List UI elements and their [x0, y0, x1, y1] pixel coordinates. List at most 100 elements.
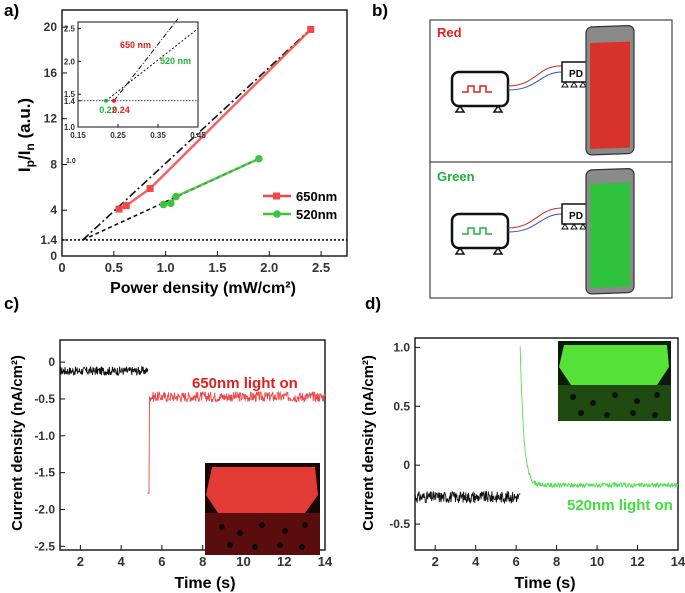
x-tick-label-c: 14 — [318, 554, 333, 569]
fit-line-650nm-fit — [82, 26, 314, 241]
y-tick-label-a: 1.4 — [40, 233, 57, 247]
trace-d-520nm light on — [519, 346, 679, 489]
annotation-c: 650nm light on — [192, 375, 298, 392]
data-point-650nm — [115, 205, 123, 213]
phone-green — [585, 168, 635, 295]
x-tick-label-c: 6 — [158, 554, 165, 569]
green-wire-2 — [507, 213, 563, 233]
inset-frame — [77, 21, 199, 128]
y-tick-label-c: -2.0 — [34, 502, 55, 516]
panel-label-a: a) — [4, 1, 19, 20]
data-point-650nm — [122, 202, 130, 210]
legend-label-650nm: 650nm — [296, 189, 337, 204]
pd-label-green: PD — [569, 211, 583, 222]
chart-d: d) Current density (nA/cm²) Time (s) 2 4 6… — [360, 295, 685, 592]
plot-frame-a — [61, 9, 348, 257]
inset-point-label: 0.22 — [99, 105, 117, 115]
x-tick-label-c: 10 — [236, 554, 250, 569]
photodetector-red: PD — [561, 61, 591, 88]
green-light-source — [450, 212, 510, 255]
x-tick-label-c: 4 — [118, 554, 126, 569]
data-point-520nm — [255, 154, 263, 163]
y-axis-label-c: Current density (nA/cm²) — [9, 355, 26, 531]
plot-frame-c — [59, 339, 326, 551]
y-tick-label-c: -0.5 — [34, 392, 55, 406]
inset-x-tick-label: 0.15 — [70, 131, 86, 140]
x-tick-label-c: 12 — [277, 554, 291, 569]
y-tick-label-c: -2.5 — [34, 539, 55, 553]
inset-y-tick-label: 1.0 — [64, 123, 76, 132]
x-axis-label-c: Time (s) — [174, 575, 235, 592]
pd-label-red: PD — [569, 69, 583, 80]
trace-c-650nm light on — [147, 390, 326, 494]
panel-label-b: b) — [372, 1, 388, 20]
y-tick-label-a: 16 — [44, 66, 58, 80]
x-tick-label-d: 10 — [590, 554, 604, 569]
annotation-d: 520nm light on — [567, 497, 673, 514]
schematic-b: b) Red PD 1cm Green PD 1cm — [372, 1, 673, 299]
chart-a: a) Ip/In (a.u.) Power density (mW/cm²) 0… — [4, 1, 348, 297]
inset-point-label: 0.24 — [112, 105, 130, 115]
y-tick-label-c: -1.0 — [34, 429, 55, 443]
x-axis-label-a: Power density (mW/cm²) — [110, 280, 296, 297]
data-point-520nm — [172, 192, 180, 201]
inset-y-tick-label: 2.0 — [64, 57, 76, 66]
inset-x-tick-label: 0.45 — [190, 131, 206, 140]
x-tick-label-a: 0 — [58, 260, 65, 275]
inset-x-tick-label: 0.35 — [150, 131, 166, 140]
trace-c-dark — [59, 365, 149, 377]
plot-frame-d — [414, 337, 679, 551]
y-tick-label-c: -1.5 — [34, 466, 55, 480]
x-tick-label-c: 2 — [77, 554, 84, 569]
inset-point — [112, 98, 116, 103]
y-tick-label-a: 20 — [44, 20, 58, 34]
inset-stray-label: 1.0 — [66, 158, 76, 165]
inset-x-tick-label: 0.25 — [110, 131, 126, 140]
y-axis-label-a: Ip/In (a.u.) — [15, 98, 37, 172]
inset-line-650 nm — [113, 18, 179, 102]
y-tick-label-c: 0 — [48, 355, 55, 369]
x-tick-label-a: 1.5 — [208, 260, 226, 275]
x-tick-label-d: 6 — [513, 554, 520, 569]
inset-y-tick-label: 1.4 — [64, 97, 76, 106]
x-tick-label-d: 4 — [472, 554, 480, 569]
x-tick-label-a: 2.0 — [260, 260, 278, 275]
x-tick-label-a: 0.5 — [105, 260, 123, 275]
trace-d-dark — [414, 490, 521, 505]
inset-y-tick-label: 2.5 — [64, 25, 76, 34]
phone-red — [585, 25, 635, 156]
series-line-650nm — [118, 28, 312, 211]
legend-marker-650nm — [273, 192, 280, 200]
legend-label-520nm: 520nm — [296, 207, 337, 222]
y-tick-label-d: -0.5 — [389, 517, 410, 531]
red-light-source — [450, 70, 510, 113]
y-tick-label-a: 0 — [50, 249, 57, 263]
x-tick-label-a: 1.0 — [157, 260, 175, 275]
x-tick-label-a: 2.5 — [312, 260, 330, 275]
inset-label-650: 650 nm — [120, 40, 151, 50]
chart-c: c) Current density (nA/cm²) Time (s) 2 4 6… — [4, 295, 333, 592]
inset-point — [104, 98, 108, 103]
phone-screen-green — [590, 182, 630, 288]
red-wire-2 — [507, 71, 563, 91]
y-tick-label-a: 12 — [44, 112, 58, 126]
red-wire — [507, 65, 562, 87]
legend-marker-520nm — [273, 210, 281, 218]
y-tick-label-a: 4 — [50, 203, 57, 217]
data-point-520nm — [167, 199, 175, 208]
phone-screen-red — [590, 41, 630, 149]
photo-red-inset — [205, 463, 320, 555]
photo-green-inset — [558, 341, 671, 421]
green-wire — [507, 207, 563, 229]
data-point-520nm — [159, 200, 168, 209]
x-tick-label-d: 12 — [630, 554, 644, 569]
x-axis-label-d: Time (s) — [514, 575, 575, 592]
y-tick-label-d: 0 — [403, 458, 410, 472]
inset-label-520: 520 nm — [160, 56, 191, 66]
x-tick-label-c: 8 — [199, 554, 206, 569]
inset-y-tick-label: 1.5 — [64, 90, 76, 99]
x-tick-label-d: 14 — [671, 554, 685, 569]
red-section-label: Red — [437, 25, 462, 40]
inset-line-520 nm — [105, 28, 199, 102]
y-tick-label-a: 8 — [50, 157, 57, 171]
